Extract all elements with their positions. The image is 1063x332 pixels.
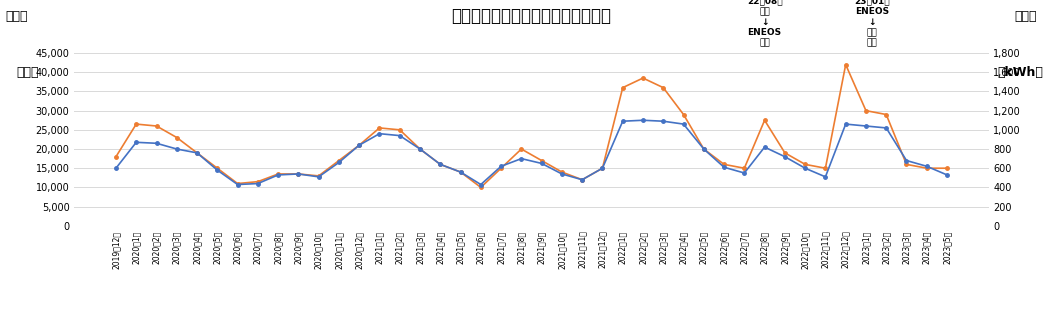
料金 [393,128,406,132]
Text: 22年08月
東電
↓
ENEOS
変更: 22年08月 東電 ↓ ENEOS 変更 [747,0,782,47]
使用量 [637,118,649,122]
料金 [109,155,122,159]
Text: 23年01月
ENEOS
↓
東電
変更: 23年01月 ENEOS ↓ 東電 変更 [855,0,890,47]
使用量 [900,159,913,163]
使用量 [860,124,873,128]
料金 [333,159,345,163]
使用量 [798,166,811,170]
料金 [860,109,873,113]
使用量 [292,172,305,176]
使用量 [758,145,771,149]
料金 [840,63,853,67]
Text: 我が家の電気使用量と電気代の推移: 我が家の電気使用量と電気代の推移 [452,7,611,25]
使用量 [536,161,549,165]
使用量 [840,122,853,126]
料金 [232,182,244,186]
使用量 [657,119,670,123]
料金 [272,172,285,176]
使用量 [819,175,831,179]
料金 [738,166,750,170]
使用量 [556,172,569,176]
使用量 [677,122,690,126]
使用量 [109,166,122,170]
料金 [494,166,507,170]
料金 [758,118,771,122]
料金 [617,86,629,90]
使用量 [921,164,933,168]
使用量 [393,133,406,137]
料金 [677,113,690,117]
使用量 [232,183,244,187]
料金 [819,166,831,170]
料金 [718,162,730,166]
使用量 [373,132,386,136]
使用量 [576,178,589,182]
料金 [941,166,954,170]
使用量 [617,119,629,123]
料金 [414,147,426,151]
使用量 [170,147,183,151]
料金 [556,170,569,174]
料金 [576,178,589,182]
使用量 [941,173,954,177]
Line: 料金: 料金 [114,63,949,189]
Text: （円）: （円） [16,66,38,79]
Line: 使用量: 使用量 [114,119,949,186]
使用量 [272,173,285,177]
使用量 [252,182,265,186]
使用量 [514,157,527,161]
使用量 [474,183,487,187]
料金 [353,143,366,147]
使用量 [210,168,223,172]
料金 [778,151,791,155]
使用量 [596,166,609,170]
Text: 電気代: 電気代 [5,10,28,23]
料金 [130,122,142,126]
使用量 [313,175,325,179]
料金 [313,174,325,178]
使用量 [718,165,730,169]
料金 [596,166,609,170]
料金 [514,147,527,151]
使用量 [434,162,446,166]
Text: 使用量: 使用量 [1014,10,1037,23]
使用量 [150,141,163,145]
使用量 [353,143,366,147]
料金 [210,166,223,170]
料金 [900,162,913,166]
料金 [880,113,893,117]
料金 [536,159,549,163]
料金 [657,86,670,90]
使用量 [414,147,426,151]
Text: （kWh）: （kWh） [997,66,1044,79]
使用量 [333,160,345,164]
料金 [798,162,811,166]
料金 [170,135,183,139]
料金 [150,124,163,128]
使用量 [880,126,893,130]
料金 [697,147,710,151]
使用量 [738,171,750,175]
使用量 [454,170,467,174]
料金 [454,170,467,174]
料金 [637,76,649,80]
料金 [190,151,203,155]
料金 [921,166,933,170]
料金 [474,185,487,189]
使用量 [778,155,791,159]
使用量 [697,147,710,151]
料金 [252,180,265,184]
料金 [292,172,305,176]
使用量 [130,140,142,144]
料金 [373,126,386,130]
使用量 [190,151,203,155]
料金 [434,162,446,166]
使用量 [494,164,507,168]
